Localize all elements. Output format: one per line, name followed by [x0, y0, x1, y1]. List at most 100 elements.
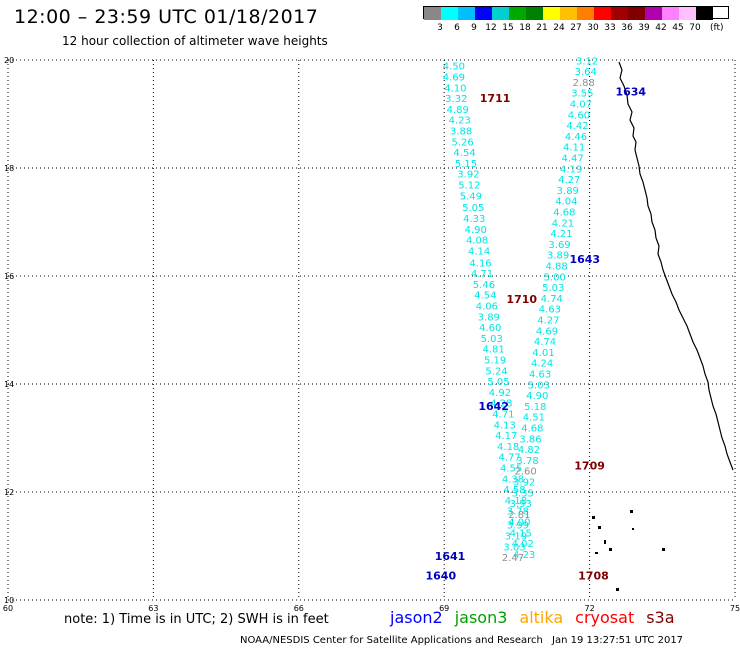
- wave-height-value: 4.21: [552, 218, 574, 229]
- wave-height-value: 3.78: [507, 507, 529, 518]
- legend-swatch: [679, 7, 696, 20]
- wave-height-value: 5.49: [460, 191, 482, 202]
- wave-height-value: 4.89: [447, 105, 469, 116]
- wave-height-value: 4.54: [453, 148, 475, 159]
- legend-swatch: [543, 7, 560, 20]
- legend-label: 45: [672, 23, 684, 33]
- wave-height-value: 5.15: [455, 159, 477, 170]
- wave-height-value: 4.60: [479, 323, 501, 334]
- wave-height-value: 4.54: [474, 291, 496, 302]
- satellite-legend: jason2 jason3 altika cryosat s3a: [390, 608, 687, 627]
- wave-height-value: 4.24: [531, 359, 553, 370]
- legend-swatch: [560, 7, 577, 20]
- lakshadweep-islands: [592, 510, 665, 591]
- lon-tick-label: 72: [585, 604, 595, 613]
- wave-height-value: 4.77: [498, 453, 520, 464]
- legend-label: 33: [604, 23, 616, 33]
- wave-height-value: 4.15: [510, 528, 532, 539]
- legend-label: 9: [471, 23, 477, 33]
- legend-unit: (ft): [710, 23, 724, 33]
- wave-height-value: 4.18: [505, 496, 527, 507]
- wave-height-value: 4.27: [558, 175, 580, 186]
- wave-height-value: 4.63: [539, 305, 561, 316]
- wave-height-value: 2.88: [573, 78, 595, 89]
- legend-label: 21: [536, 23, 548, 33]
- wave-height-value: 3.89: [547, 251, 569, 262]
- lon-tick-label: 75: [730, 604, 740, 613]
- legend-swatch: [645, 7, 662, 20]
- wave-height-value: 5.05: [462, 203, 484, 214]
- wave-height-value: 4.11: [563, 143, 585, 154]
- india-west-coastline: [618, 61, 734, 471]
- wave-height-value: 4.50: [443, 62, 465, 73]
- footer-credit: NOAA/NESDIS Center for Satellite Applica…: [240, 635, 543, 646]
- lon-tick-label: 60: [3, 604, 13, 613]
- wave-height-value: 4.90: [465, 225, 487, 236]
- lat-tick-label: 12: [4, 488, 14, 497]
- wave-height-value: 4.23: [513, 550, 535, 561]
- wave-height-value: 4.58: [503, 485, 525, 496]
- wave-height-value: 3.69: [548, 240, 570, 251]
- legend-swatch: [696, 7, 713, 20]
- wave-height-value: 3.92: [513, 478, 535, 489]
- wave-height-value: 2.81: [508, 510, 530, 521]
- page-title: 12:00 – 23:59 UTC 01/18/2017: [14, 6, 319, 28]
- wave-height-value: 4.07: [570, 100, 592, 111]
- legend-swatch: [611, 7, 628, 20]
- legend-label: 12: [485, 23, 497, 33]
- wave-height-value: 3.88: [450, 127, 472, 138]
- legend-label: 24: [553, 23, 565, 33]
- wave-height-value: 4.17: [495, 431, 517, 442]
- legend-swatch: [662, 7, 679, 20]
- lat-tick-label: 20: [4, 56, 14, 65]
- wave-height-value: 4.55: [500, 463, 522, 474]
- legend-label: 3: [437, 23, 443, 33]
- track-time-label: 1710: [506, 293, 537, 306]
- footer-note: note: 1) Time is in UTC; 2) SWH is in fe…: [64, 612, 329, 627]
- track-time-label: 1642: [478, 400, 509, 413]
- wave-height-value: 3.89: [478, 312, 500, 323]
- observation-values: 4.504.694.103.324.894.233.885.264.545.15…: [443, 56, 599, 564]
- wave-height-value: 5.12: [458, 181, 480, 192]
- lat-tick-label: 10: [4, 596, 14, 605]
- wave-height-value: 3.78: [516, 456, 538, 467]
- wave-height-value: 4.33: [463, 214, 485, 225]
- wave-height-value: 4.51: [523, 413, 545, 424]
- wave-height-value: 5.00: [544, 272, 566, 283]
- wave-height-value: 2.47: [502, 553, 524, 564]
- wave-height-value: 4.42: [566, 121, 588, 132]
- wave-height-value: 4.28: [490, 399, 512, 410]
- track-time-label: 1708: [578, 569, 609, 582]
- wave-height-value: 3.64: [575, 67, 597, 78]
- wave-height-value: 4.69: [443, 73, 465, 84]
- legend-swatches: [423, 6, 729, 20]
- legend-label: 70: [689, 23, 701, 33]
- legend-swatch: [628, 7, 645, 20]
- wave-height-value: 5.05: [487, 377, 509, 388]
- wave-height-value: 4.08: [466, 236, 488, 247]
- wave-height-value: 5.03: [542, 283, 564, 294]
- lat-tick-label: 18: [4, 164, 14, 173]
- axis-ticks: 60 63 66 69 72 75 10 12 14 16 18 20: [3, 56, 740, 613]
- wave-height-value: 4.60: [568, 110, 590, 121]
- legend-swatch: [492, 7, 509, 20]
- page-subtitle: 12 hour collection of altimeter wave hei…: [62, 34, 328, 48]
- wave-height-value: 5.24: [485, 366, 507, 377]
- wave-height-value: 5.03: [481, 334, 503, 345]
- wave-height-value: 3.86: [519, 434, 541, 445]
- wave-height-value: 4.16: [469, 258, 491, 269]
- wave-height-value: 4.23: [449, 116, 471, 127]
- wave-height-value: 5.19: [484, 355, 506, 366]
- wave-height-value: 4.10: [444, 83, 466, 94]
- legend-label: 30: [587, 23, 599, 33]
- wave-height-value: 4.47: [562, 154, 584, 165]
- wave-height-value: 2.60: [514, 467, 536, 478]
- lon-tick-label: 66: [294, 604, 304, 613]
- legend-label: 42: [655, 23, 667, 33]
- lon-tick-label: 63: [148, 604, 158, 613]
- wave-height-value: 4.46: [565, 132, 587, 143]
- wave-height-value: 4.63: [529, 370, 551, 381]
- wave-height-value: 4.01: [532, 348, 554, 359]
